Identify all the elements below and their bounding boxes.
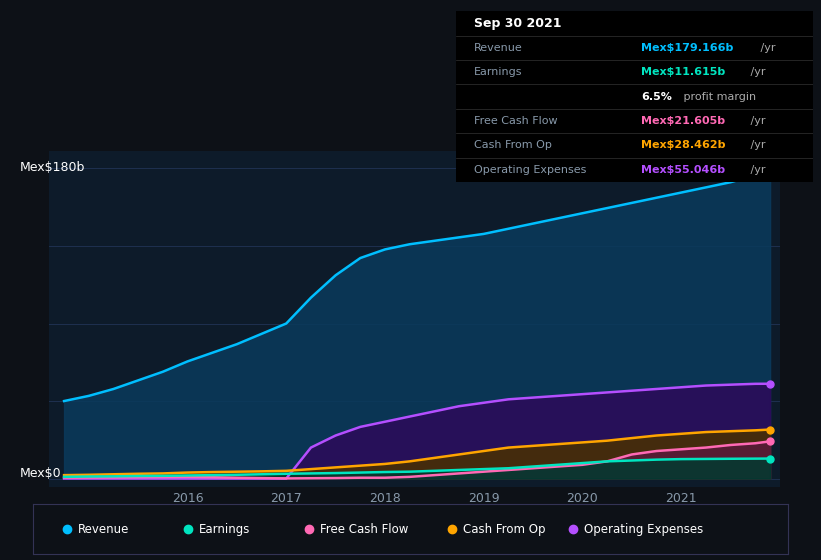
Text: Earnings: Earnings (199, 522, 250, 536)
Text: /yr: /yr (747, 165, 766, 175)
Text: Mex$55.046b: Mex$55.046b (641, 165, 726, 175)
Text: profit margin: profit margin (680, 92, 756, 101)
Text: Revenue: Revenue (474, 43, 522, 53)
Text: /yr: /yr (747, 67, 766, 77)
Text: Free Cash Flow: Free Cash Flow (320, 522, 408, 536)
Text: Mex$21.605b: Mex$21.605b (641, 116, 726, 126)
Text: 6.5%: 6.5% (641, 92, 672, 101)
Text: Mex$11.615b: Mex$11.615b (641, 67, 726, 77)
Text: Operating Expenses: Operating Expenses (474, 165, 586, 175)
Text: /yr: /yr (747, 141, 766, 151)
Text: Mex$179.166b: Mex$179.166b (641, 43, 734, 53)
Text: Earnings: Earnings (474, 67, 522, 77)
Text: Cash From Op: Cash From Op (463, 522, 546, 536)
Text: Mex$28.462b: Mex$28.462b (641, 141, 726, 151)
Text: Mex$0: Mex$0 (20, 468, 62, 480)
Text: Operating Expenses: Operating Expenses (585, 522, 704, 536)
Text: Cash From Op: Cash From Op (474, 141, 552, 151)
Text: Free Cash Flow: Free Cash Flow (474, 116, 557, 126)
Text: /yr: /yr (757, 43, 776, 53)
Text: /yr: /yr (747, 116, 766, 126)
Text: Sep 30 2021: Sep 30 2021 (474, 17, 561, 30)
Text: Revenue: Revenue (78, 522, 130, 536)
Text: Mex$180b: Mex$180b (20, 161, 85, 174)
